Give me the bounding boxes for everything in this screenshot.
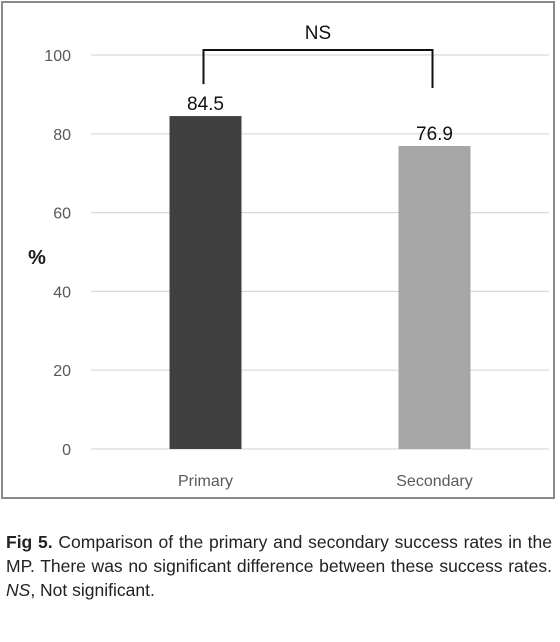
caption-text-end: , Not significant. <box>30 580 155 600</box>
y-tick-label: 80 <box>53 127 71 144</box>
data-label: 76.9 <box>416 124 453 145</box>
y-tick-label: 60 <box>53 206 71 223</box>
x-tick-label: Secondary <box>396 473 473 490</box>
bar-secondary <box>398 146 471 449</box>
chart-frame: 0 20 40 60 80 100% 84.5 Primary 76.9 Secondary NS <box>1 1 555 499</box>
figure-caption: Fig 5. Comparison of the primary and sec… <box>6 530 552 602</box>
y-tick-label: 0 <box>62 442 71 459</box>
caption-label: Fig 5. <box>6 532 53 552</box>
bar-chart: 0 20 40 60 80 100% 84.5 Primary 76.9 Secondary NS <box>28 23 549 490</box>
y-tick-label: 40 <box>53 284 71 301</box>
y-tick-label: 100 <box>44 48 71 65</box>
significance-label: NS <box>305 23 331 44</box>
y-axis-label: % <box>28 247 46 269</box>
y-tick-label: 20 <box>53 363 71 380</box>
significance-bracket <box>202 49 434 89</box>
data-label: 84.5 <box>187 94 224 115</box>
caption-text: Comparison of the primary and secondary … <box>6 532 553 576</box>
x-tick-label: Primary <box>178 473 233 490</box>
caption-abbreviation: NS <box>6 580 31 600</box>
bar-primary <box>169 116 242 449</box>
